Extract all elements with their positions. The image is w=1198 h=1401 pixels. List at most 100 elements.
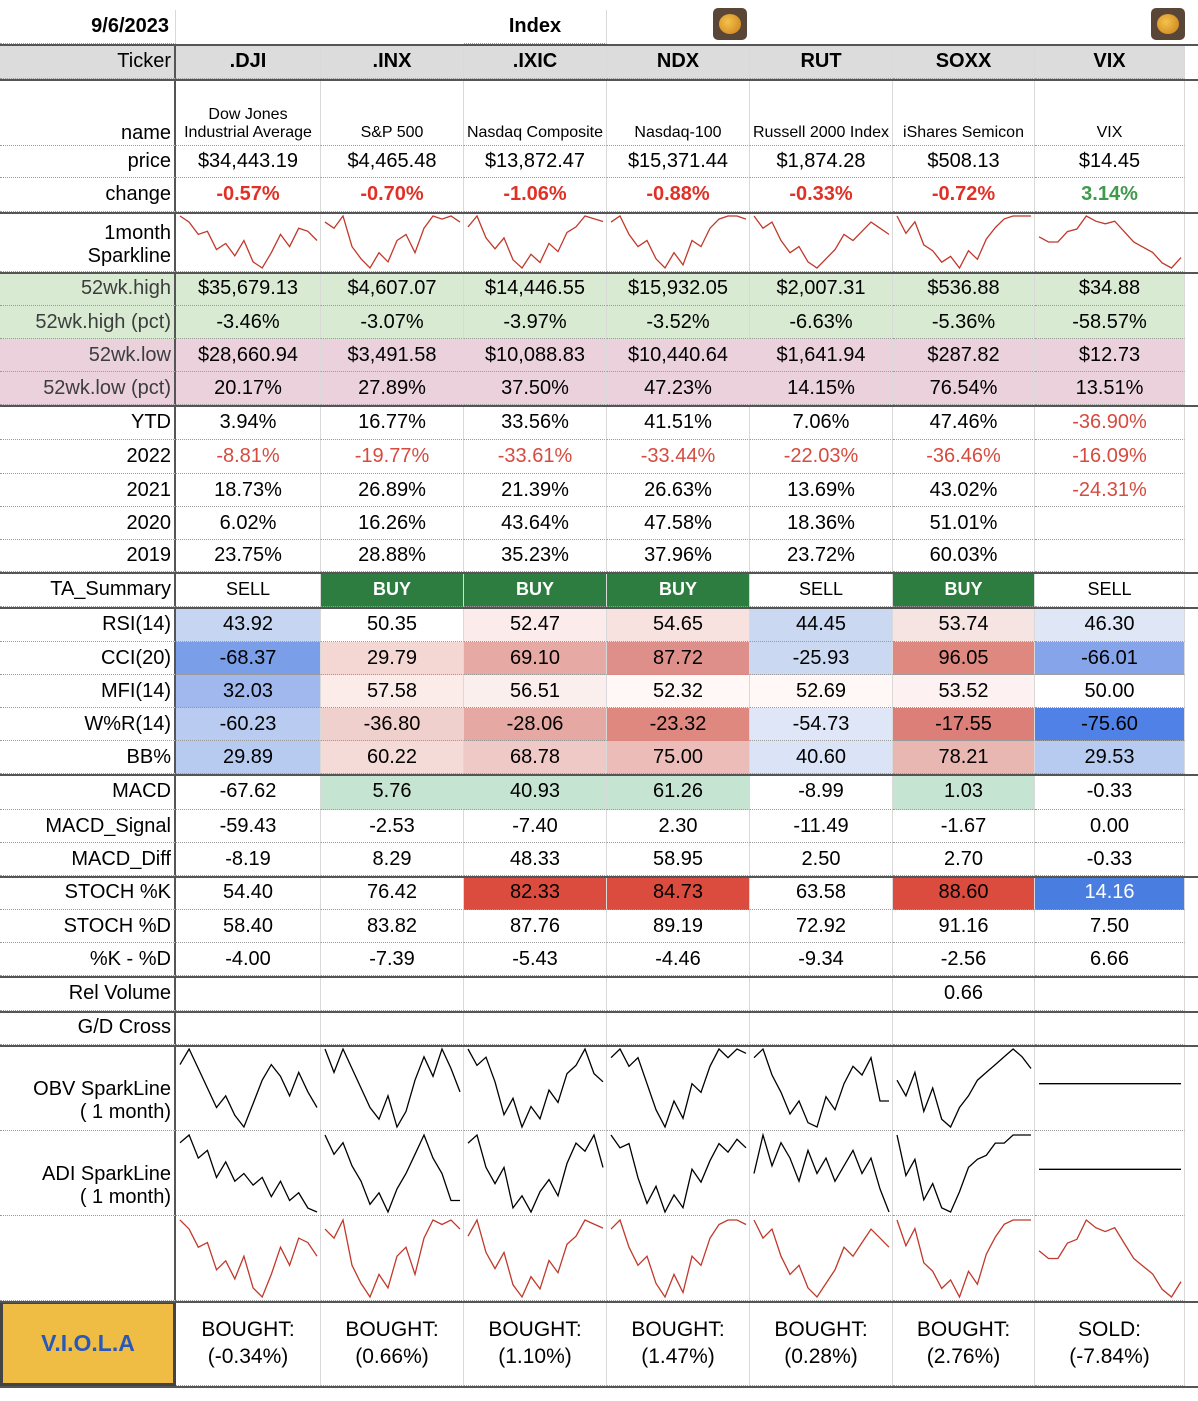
macd-diff-value[interactable]: 8.29 xyxy=(321,843,464,876)
ytd-value[interactable]: 47.46% xyxy=(893,405,1035,440)
macd-diff-value[interactable]: 2.50 xyxy=(750,843,893,876)
ta-value[interactable]: BUY xyxy=(464,572,607,607)
ta-value[interactable]: BUY xyxy=(607,572,750,607)
viola-result[interactable]: BOUGHT: (-0.34%) xyxy=(176,1301,321,1386)
cci-value[interactable]: 69.10 xyxy=(464,642,607,675)
y2022-value[interactable]: -16.09% xyxy=(1035,440,1185,474)
k-minus-d-value[interactable]: 6.66 xyxy=(1035,943,1185,976)
y2019-value[interactable]: 23.72% xyxy=(750,540,893,572)
y2020-value[interactable]: 43.64% xyxy=(464,507,607,540)
low52-pct-value[interactable]: 76.54% xyxy=(893,372,1035,405)
ta-value[interactable]: SELL xyxy=(1035,572,1185,607)
stoch-d-value[interactable]: 72.92 xyxy=(750,910,893,943)
bb-value[interactable]: 75.00 xyxy=(607,741,750,774)
rsi-value[interactable]: 53.74 xyxy=(893,607,1035,642)
date-cell[interactable]: 9/6/2023 xyxy=(0,10,176,44)
ticker-ixic[interactable]: .IXIC xyxy=(464,44,607,79)
stoch-d-value[interactable]: 58.40 xyxy=(176,910,321,943)
row-label-price[interactable]: price xyxy=(0,146,176,178)
cci-value[interactable]: -66.01 xyxy=(1035,642,1185,675)
low52-value[interactable]: $12.73 xyxy=(1035,339,1185,372)
cci-value[interactable]: 96.05 xyxy=(893,642,1035,675)
gd-cross-value[interactable] xyxy=(176,1011,321,1045)
mfi-value[interactable]: 52.32 xyxy=(607,675,750,708)
row-label-y2021[interactable]: 2021 xyxy=(0,474,176,507)
wr-value[interactable]: -75.60 xyxy=(1035,708,1185,741)
wr-value[interactable]: -60.23 xyxy=(176,708,321,741)
viola-result[interactable]: BOUGHT: (0.28%) xyxy=(750,1301,893,1386)
y2022-value[interactable]: -19.77% xyxy=(321,440,464,474)
index-name[interactable]: VIX xyxy=(1035,79,1185,146)
row-label-rsi[interactable]: RSI(14) xyxy=(0,607,176,642)
y2019-value[interactable]: 60.03% xyxy=(893,540,1035,572)
mfi-value[interactable]: 57.58 xyxy=(321,675,464,708)
y2020-value[interactable]: 6.02% xyxy=(176,507,321,540)
price-value[interactable]: $1,874.28 xyxy=(750,146,893,178)
high52-value[interactable]: $15,932.05 xyxy=(607,272,750,306)
macd-signal-value[interactable]: -7.40 xyxy=(464,810,607,843)
row-label-low52[interactable]: 52wk.low xyxy=(0,339,176,372)
ytd-value[interactable]: 7.06% xyxy=(750,405,893,440)
rel-volume-value[interactable] xyxy=(750,976,893,1011)
high52-value[interactable]: $35,679.13 xyxy=(176,272,321,306)
cci-value[interactable]: 29.79 xyxy=(321,642,464,675)
viola-result[interactable]: BOUGHT: (1.10%) xyxy=(464,1301,607,1386)
change-value[interactable]: -0.57% xyxy=(176,178,321,212)
mfi-value[interactable]: 32.03 xyxy=(176,675,321,708)
stoch-k-value[interactable]: 76.42 xyxy=(321,876,464,910)
wr-value[interactable]: -54.73 xyxy=(750,708,893,741)
mfi-value[interactable]: 53.52 xyxy=(893,675,1035,708)
low52-pct-value[interactable]: 37.50% xyxy=(464,372,607,405)
macd-signal-value[interactable]: -11.49 xyxy=(750,810,893,843)
y2021-value[interactable]: 13.69% xyxy=(750,474,893,507)
y2021-value[interactable]: 26.63% xyxy=(607,474,750,507)
high52-value[interactable]: $536.88 xyxy=(893,272,1035,306)
high52-value[interactable]: $14,446.55 xyxy=(464,272,607,306)
rsi-value[interactable]: 50.35 xyxy=(321,607,464,642)
stoch-d-value[interactable]: 87.76 xyxy=(464,910,607,943)
viola-result[interactable]: BOUGHT: (1.47%) xyxy=(607,1301,750,1386)
viola-result[interactable]: BOUGHT: (0.66%) xyxy=(321,1301,464,1386)
index-name[interactable]: Russell 2000 Index xyxy=(750,79,893,146)
macd-value[interactable]: -0.33 xyxy=(1035,774,1185,810)
ticker-soxx[interactable]: SOXX xyxy=(893,44,1035,79)
change-value[interactable]: -1.06% xyxy=(464,178,607,212)
row-label-obv-spark[interactable]: OBV SparkLine ( 1 month) xyxy=(0,1045,176,1131)
cci-value[interactable]: -25.93 xyxy=(750,642,893,675)
price-value[interactable]: $13,872.47 xyxy=(464,146,607,178)
low52-value[interactable]: $10,440.64 xyxy=(607,339,750,372)
y2020-value[interactable]: 51.01% xyxy=(893,507,1035,540)
row-label-stoch-d[interactable]: STOCH %D xyxy=(0,910,176,943)
rsi-value[interactable]: 44.45 xyxy=(750,607,893,642)
macd-diff-value[interactable]: 48.33 xyxy=(464,843,607,876)
low52-value[interactable]: $10,088.83 xyxy=(464,339,607,372)
low52-pct-value[interactable]: 47.23% xyxy=(607,372,750,405)
stoch-k-value[interactable]: 54.40 xyxy=(176,876,321,910)
k-minus-d-value[interactable]: -2.56 xyxy=(893,943,1035,976)
stoch-d-value[interactable]: 89.19 xyxy=(607,910,750,943)
macd-value[interactable]: -67.62 xyxy=(176,774,321,810)
low52-value[interactable]: $3,491.58 xyxy=(321,339,464,372)
index-title[interactable]: Index xyxy=(464,10,607,44)
k-minus-d-value[interactable]: -4.00 xyxy=(176,943,321,976)
low52-value[interactable]: $287.82 xyxy=(893,339,1035,372)
row-label-macd[interactable]: MACD xyxy=(0,774,176,810)
y2021-value[interactable]: 43.02% xyxy=(893,474,1035,507)
y2021-value[interactable]: 21.39% xyxy=(464,474,607,507)
y2020-value[interactable]: 47.58% xyxy=(607,507,750,540)
row-label-ta-summary[interactable]: TA_Summary xyxy=(0,572,176,607)
high52-value[interactable]: $4,607.07 xyxy=(321,272,464,306)
y2022-value[interactable]: -8.81% xyxy=(176,440,321,474)
index-name[interactable]: S&P 500 xyxy=(321,79,464,146)
k-minus-d-value[interactable]: -9.34 xyxy=(750,943,893,976)
low52-value[interactable]: $28,660.94 xyxy=(176,339,321,372)
low52-pct-value[interactable]: 13.51% xyxy=(1035,372,1185,405)
bb-value[interactable]: 29.89 xyxy=(176,741,321,774)
y2021-value[interactable]: 18.73% xyxy=(176,474,321,507)
y2021-value[interactable]: 26.89% xyxy=(321,474,464,507)
y2021-value[interactable]: -24.31% xyxy=(1035,474,1185,507)
macd-signal-value[interactable]: -2.53 xyxy=(321,810,464,843)
row-label-macd-diff[interactable]: MACD_Diff xyxy=(0,843,176,876)
macd-value[interactable]: 40.93 xyxy=(464,774,607,810)
high52-pct-value[interactable]: -58.57% xyxy=(1035,306,1185,339)
